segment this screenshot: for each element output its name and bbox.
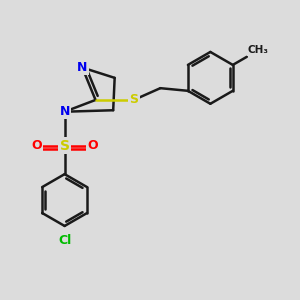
Text: N: N xyxy=(59,105,70,118)
Text: S: S xyxy=(129,93,138,106)
Text: S: S xyxy=(60,139,70,153)
Text: CH₃: CH₃ xyxy=(248,45,269,55)
Text: Cl: Cl xyxy=(58,234,71,247)
Text: O: O xyxy=(87,139,98,152)
Text: N: N xyxy=(77,61,88,74)
Text: O: O xyxy=(31,139,42,152)
